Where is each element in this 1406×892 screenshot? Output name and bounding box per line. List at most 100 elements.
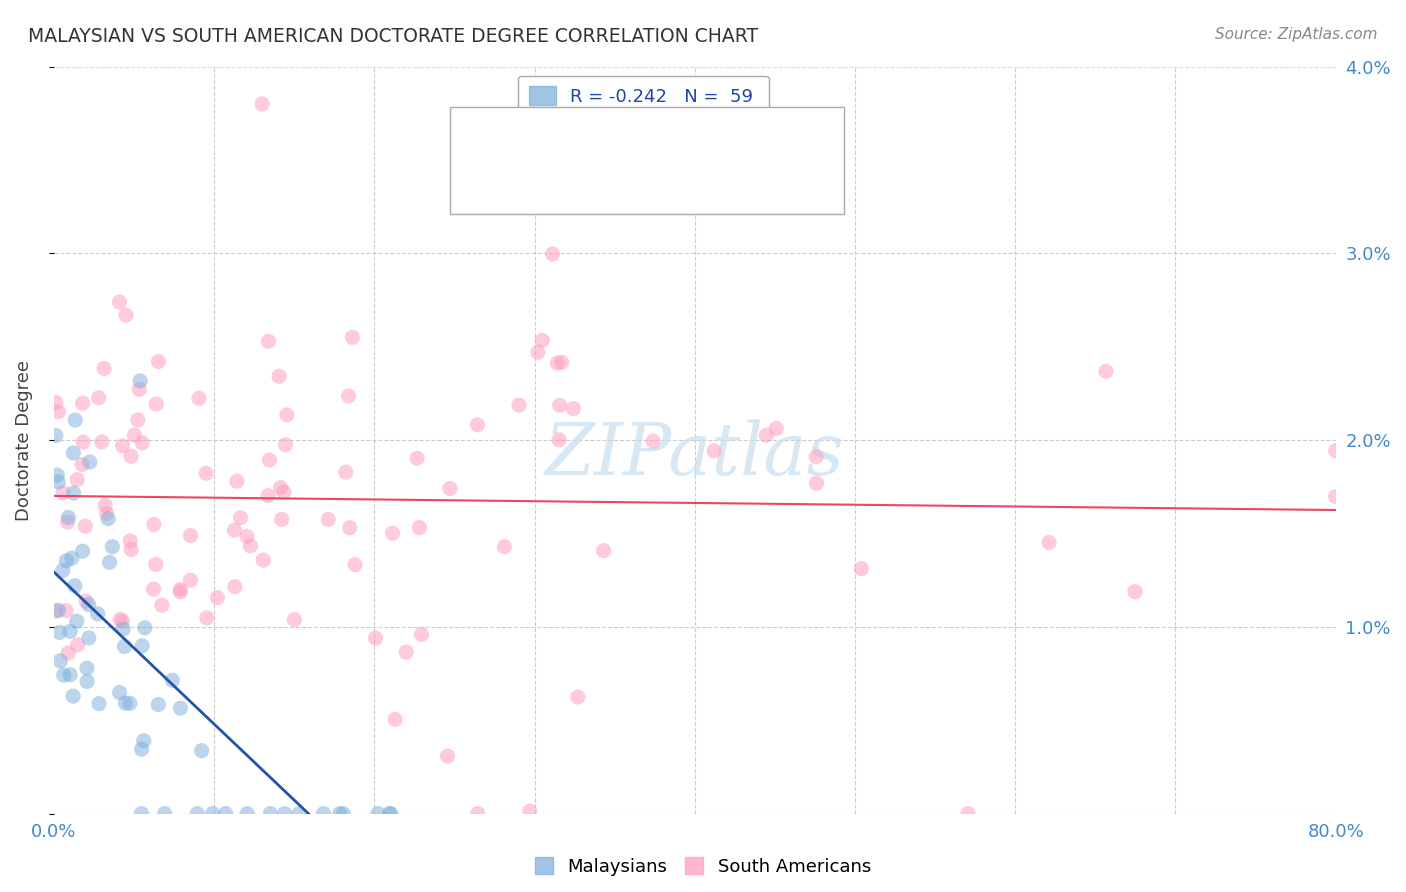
Point — [112, 622, 135, 636]
Point — [87, 697, 110, 711]
Point — [169, 582, 191, 597]
Point — [75, 594, 97, 608]
Point — [207, 591, 229, 605]
Point — [806, 450, 828, 464]
Point — [562, 401, 585, 416]
Point — [111, 614, 134, 628]
Point — [214, 806, 236, 821]
Point — [339, 521, 361, 535]
Point — [467, 417, 489, 432]
Point — [108, 612, 131, 626]
Point — [467, 806, 489, 821]
Point — [436, 749, 458, 764]
Point — [131, 742, 153, 756]
Point — [70, 458, 93, 472]
Point — [59, 667, 82, 681]
Point — [87, 391, 110, 405]
Point — [55, 554, 77, 568]
Point — [160, 673, 183, 688]
Point — [765, 421, 787, 435]
Point — [45, 428, 67, 442]
Point — [72, 544, 94, 558]
Point — [1095, 364, 1118, 378]
Point — [49, 654, 72, 668]
Point — [195, 611, 218, 625]
Point — [239, 539, 262, 553]
Point — [66, 473, 89, 487]
Point — [75, 519, 97, 533]
Point — [129, 374, 152, 388]
Text: Source: ZipAtlas.com: Source: ZipAtlas.com — [1215, 27, 1378, 42]
Point — [195, 467, 218, 481]
Point — [108, 295, 131, 310]
Point — [111, 439, 134, 453]
Point — [226, 474, 249, 488]
Point — [108, 685, 131, 699]
Point — [62, 446, 84, 460]
Point — [58, 646, 80, 660]
Point — [186, 806, 208, 821]
Point — [98, 555, 121, 569]
Point — [94, 499, 117, 513]
Point — [439, 482, 461, 496]
Point — [250, 97, 273, 112]
Point — [120, 542, 142, 557]
Point — [273, 485, 295, 500]
Point — [150, 599, 173, 613]
Point — [145, 397, 167, 411]
Point — [283, 613, 305, 627]
Point — [76, 661, 98, 675]
Point — [851, 561, 873, 575]
Point — [118, 696, 141, 710]
Point — [270, 481, 292, 495]
Legend: R = -0.242   N =  59, R = -0.032   N = 106: R = -0.242 N = 59, R = -0.032 N = 106 — [517, 76, 769, 145]
Point — [329, 806, 352, 821]
Point — [236, 529, 259, 543]
Point — [114, 696, 136, 710]
Point — [120, 533, 142, 548]
Point — [63, 579, 86, 593]
Point — [52, 486, 75, 500]
Point — [273, 806, 295, 821]
Point — [270, 512, 292, 526]
Point — [229, 510, 252, 524]
Point — [56, 515, 79, 529]
Point — [79, 455, 101, 469]
Point — [45, 604, 67, 618]
Point — [703, 443, 725, 458]
Point — [274, 438, 297, 452]
Point — [548, 433, 571, 447]
Point — [86, 607, 108, 621]
Point — [96, 507, 118, 521]
Point — [65, 413, 87, 427]
Point — [224, 523, 246, 537]
Point — [550, 355, 572, 369]
Point — [52, 668, 75, 682]
Point — [124, 428, 146, 442]
Point — [72, 396, 94, 410]
Point — [1038, 535, 1060, 549]
Point — [58, 510, 80, 524]
Point — [381, 526, 404, 541]
Point — [380, 806, 402, 821]
Point — [406, 451, 429, 466]
Point — [257, 334, 280, 349]
Point — [269, 369, 291, 384]
Point — [48, 603, 70, 617]
Point — [378, 806, 401, 821]
Point — [548, 398, 571, 412]
Point — [411, 627, 433, 641]
Point — [46, 468, 69, 483]
Point — [494, 540, 516, 554]
Point — [342, 330, 364, 344]
Point — [169, 584, 191, 599]
Point — [252, 553, 274, 567]
Point — [131, 806, 153, 821]
Point — [337, 389, 360, 403]
Point — [188, 391, 211, 405]
Point — [335, 465, 357, 479]
Point — [90, 435, 112, 450]
Point — [527, 345, 550, 359]
Point — [806, 476, 828, 491]
Point — [257, 489, 280, 503]
